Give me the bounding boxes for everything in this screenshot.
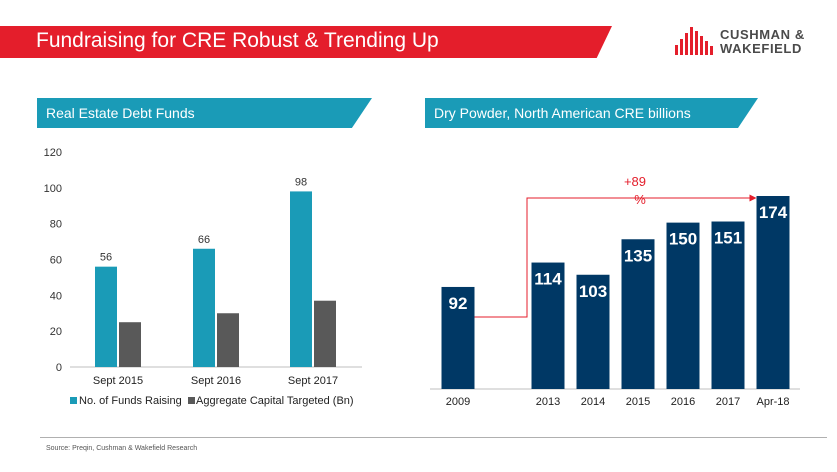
- bar-value-label: 92: [449, 294, 468, 313]
- company-logo: CUSHMAN & WAKEFIELD: [675, 27, 825, 57]
- x-tick-label: 2015: [626, 396, 650, 408]
- legend-label-capital: Aggregate Capital Targeted (Bn): [196, 395, 354, 407]
- growth-annotation-unit: %: [634, 192, 646, 207]
- growth-arrowhead-icon: [749, 194, 757, 202]
- page-title: Fundraising for CRE Robust & Trending Up: [36, 29, 439, 52]
- right-panel-header: Dry Powder, North American CRE billions: [425, 98, 758, 128]
- x-tick-label: Sept 2015: [93, 375, 143, 387]
- y-tick-label: 40: [50, 290, 62, 302]
- bar-value-label: 174: [759, 203, 788, 222]
- logo-line-1: CUSHMAN &: [720, 27, 805, 42]
- x-tick-label: Apr-18: [756, 396, 789, 408]
- logo-mark-icon: [675, 27, 713, 55]
- x-tick-label: Sept 2017: [288, 375, 338, 387]
- x-tick-label: 2016: [671, 396, 695, 408]
- y-tick-label: 20: [50, 326, 62, 338]
- bar-value-label: 56: [100, 252, 112, 264]
- footer-divider: [40, 437, 827, 438]
- left-panel-title: Real Estate Debt Funds: [46, 105, 195, 121]
- dry-powder-bar: [711, 221, 745, 389]
- logo-line-2: WAKEFIELD: [720, 41, 802, 56]
- dry-powder-bar: [621, 239, 655, 389]
- legend-swatch-funds: [70, 397, 77, 404]
- bar-value-label: 150: [669, 230, 697, 249]
- x-tick-label: 2013: [536, 396, 560, 408]
- y-tick-label: 80: [50, 219, 62, 231]
- debt-funds-chart: 0 20 40 60 80 100 120 56 Sept 2015 66 Sept 2016 98 S…: [44, 147, 362, 407]
- source-note: Source: Preqin, Cushman & Wakefield Rese…: [46, 445, 198, 452]
- dry-powder-bar: [666, 222, 700, 389]
- growth-annotation-value: +89: [624, 174, 646, 189]
- legend-label-funds: No. of Funds Raising: [79, 395, 182, 407]
- funds-raising-bar: [193, 248, 215, 367]
- y-tick-label: 100: [44, 183, 62, 195]
- x-tick-label: 2014: [581, 396, 605, 408]
- left-panel-header: Real Estate Debt Funds: [37, 98, 372, 128]
- bar-value-label: 103: [579, 282, 607, 301]
- growth-connector-line: [474, 197, 753, 318]
- funds-raising-bar: [290, 191, 312, 367]
- title-banner: Fundraising for CRE Robust & Trending Up: [0, 26, 612, 58]
- dry-powder-bar: [576, 274, 610, 389]
- dry-powder-bar: [531, 262, 565, 389]
- dry-powder-chart: 92 2009 114 2013 103 2014 135 2015 150 2016 151 201…: [430, 174, 800, 408]
- x-tick-label: 2009: [446, 396, 470, 408]
- legend-swatch-capital: [188, 397, 195, 404]
- funds-raising-bar: [95, 266, 117, 367]
- bar-value-label: 66: [198, 234, 210, 246]
- bar-value-label: 135: [624, 246, 652, 265]
- capital-targeted-bar: [119, 322, 141, 367]
- y-tick-label: 120: [44, 147, 62, 159]
- bar-value-label: 114: [534, 270, 562, 289]
- logo-wordmark: CUSHMAN & WAKEFIELD: [720, 28, 805, 56]
- bar-value-label: 151: [714, 229, 742, 248]
- y-tick-label: 60: [50, 255, 62, 267]
- capital-targeted-bar: [217, 313, 239, 367]
- dry-powder-bar: [756, 196, 790, 389]
- right-panel-title: Dry Powder, North American CRE billions: [434, 105, 691, 121]
- x-tick-label: Sept 2016: [191, 375, 241, 387]
- capital-targeted-bar: [314, 300, 336, 367]
- dry-powder-bar: [441, 286, 475, 389]
- y-tick-label: 0: [56, 362, 62, 374]
- bar-value-label: 98: [295, 176, 307, 188]
- x-tick-label: 2017: [716, 396, 740, 408]
